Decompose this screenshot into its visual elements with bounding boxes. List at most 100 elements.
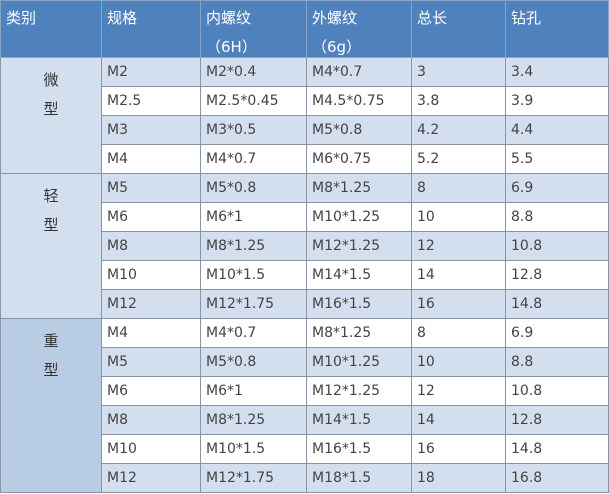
table-cell: M18*1.5 — [306, 463, 412, 493]
table-row: 重型 M4 M4*0.7 M8*1.25 8 6.9 — [0, 318, 609, 493]
table-cell: 6.9 — [505, 173, 609, 203]
table-cell: M5 — [101, 347, 201, 377]
table-cell: 4.4 — [505, 115, 609, 145]
header-label: 钻孔 — [511, 9, 542, 27]
table-cell: M4 — [101, 318, 201, 348]
table-row: M8 M8*1.25 M12*1.25 12 10.8 — [1, 231, 609, 261]
table-cell: M8 — [101, 405, 201, 435]
table-row: M5 M5*0.8 M10*1.25 10 8.8 — [1, 347, 609, 377]
table-cell: 8.8 — [505, 347, 609, 377]
table-cell: 10 — [411, 347, 506, 377]
table-cell: 14 — [411, 260, 506, 290]
table-row: M8 M8*1.25 M14*1.5 14 12.8 — [1, 405, 609, 435]
category-char: 型 — [43, 216, 59, 234]
table-cell: M5*0.8 — [200, 173, 307, 203]
table-cell: M16*1.5 — [306, 434, 412, 464]
table-cell: M4.5*0.75 — [306, 86, 412, 116]
table-cell: M5*0.8 — [306, 115, 412, 145]
table-cell: 16 — [411, 289, 506, 319]
table-row: M12 M12*1.75 M16*1.5 16 14.8 — [1, 289, 609, 319]
table-cell: 10.8 — [505, 376, 609, 406]
table-row: M3 M3*0.5 M5*0.8 4.2 4.4 — [1, 115, 609, 145]
table-row: M10 M10*1.5 M14*1.5 14 12.8 — [1, 260, 609, 290]
table-cell: M5 — [101, 173, 201, 203]
table-cell: M10 — [101, 434, 201, 464]
table-cell: 5.2 — [411, 144, 506, 174]
table-cell: M2.5 — [101, 86, 201, 116]
column-header: 类别 — [0, 0, 102, 58]
category-char: 重 — [43, 332, 59, 350]
table-cell: 14.8 — [505, 434, 609, 464]
column-header: 钻孔 — [505, 0, 609, 58]
header-label: 内螺纹 — [206, 9, 252, 27]
table-cell: M4*0.7 — [200, 318, 307, 348]
category-char: 轻 — [43, 187, 59, 205]
table-cell: 16 — [411, 434, 506, 464]
column-header: 内螺纹 （6H） — [200, 0, 307, 58]
table-cell: M8*1.25 — [200, 405, 307, 435]
table-cell: 8 — [411, 173, 506, 203]
table-cell: M6*1 — [200, 376, 307, 406]
table-cell: M12*1.75 — [200, 289, 307, 319]
category-cell: 重型 — [0, 318, 102, 493]
column-header: 总长 — [411, 0, 506, 58]
column-header: 规格 — [101, 0, 201, 58]
table-cell: 12.8 — [505, 405, 609, 435]
table-cell: 3.4 — [505, 57, 609, 87]
table-cell: 3 — [411, 57, 506, 87]
table-cell: M14*1.5 — [306, 260, 412, 290]
table-cell: M6*1 — [200, 202, 307, 232]
category-char: 微 — [43, 71, 59, 89]
table-cell: M2 — [101, 57, 201, 87]
table-cell: 14.8 — [505, 289, 609, 319]
table-cell: M8*1.25 — [306, 318, 412, 348]
table-cell: M8*1.25 — [306, 173, 412, 203]
table-cell: M6*0.75 — [306, 144, 412, 174]
table-row: M6 M6*1 M10*1.25 10 8.8 — [1, 202, 609, 232]
header-label: 外螺纹 — [312, 9, 358, 27]
category-cell: 轻型 — [0, 173, 102, 319]
header-label: 总长 — [417, 9, 448, 27]
header-row: 类别 规格 内螺纹 （6H） 外螺纹 （6g） 总长 钻孔 — [0, 0, 609, 58]
table-cell: M10 — [101, 260, 201, 290]
table-cell: M3 — [101, 115, 201, 145]
table-cell: 12.8 — [505, 260, 609, 290]
table-row: M10 M10*1.5 M16*1.5 16 14.8 — [1, 434, 609, 464]
table-cell: M10*1.5 — [200, 260, 307, 290]
table-cell: 14 — [411, 405, 506, 435]
table-cell: 12 — [411, 231, 506, 261]
table-cell: M8 — [101, 231, 201, 261]
category-char: 型 — [43, 361, 59, 379]
table-row: M2.5 M2.5*0.45 M4.5*0.75 3.8 3.9 — [1, 86, 609, 116]
category-cell: 微型 — [0, 57, 102, 174]
column-header: 外螺纹 （6g） — [306, 0, 412, 58]
table-cell: M4*0.7 — [306, 57, 412, 87]
table-cell: M2*0.4 — [200, 57, 307, 87]
table-cell: M4 — [101, 144, 201, 174]
table-cell: 10.8 — [505, 231, 609, 261]
table-cell: 6.9 — [505, 318, 609, 348]
table-cell: M6 — [101, 202, 201, 232]
table-cell: M12 — [101, 463, 201, 493]
table-cell: M12 — [101, 289, 201, 319]
table-cell: 3.8 — [411, 86, 506, 116]
table-cell: 8.8 — [505, 202, 609, 232]
table-cell: M8*1.25 — [200, 231, 307, 261]
table-cell: M10*1.25 — [306, 202, 412, 232]
table-cell: 3.9 — [505, 86, 609, 116]
table-cell: M4*0.7 — [200, 144, 307, 174]
table-cell: 5.5 — [505, 144, 609, 174]
table-row: 微型 M2 M2*0.4 M4*0.7 3 3.4 — [0, 57, 609, 174]
table-cell: M12*1.25 — [306, 231, 412, 261]
table-cell: M16*1.5 — [306, 289, 412, 319]
table-cell: 8 — [411, 318, 506, 348]
table-cell: M10*1.5 — [200, 434, 307, 464]
category-char: 型 — [43, 100, 59, 118]
header-label: 类别 — [6, 9, 37, 27]
table-cell: M6 — [101, 376, 201, 406]
table-cell: M12*1.75 — [200, 463, 307, 493]
table-cell: 16.8 — [505, 463, 609, 493]
table-row: M4 M4*0.7 M6*0.75 5.2 5.5 — [1, 144, 609, 174]
table-cell: M14*1.5 — [306, 405, 412, 435]
